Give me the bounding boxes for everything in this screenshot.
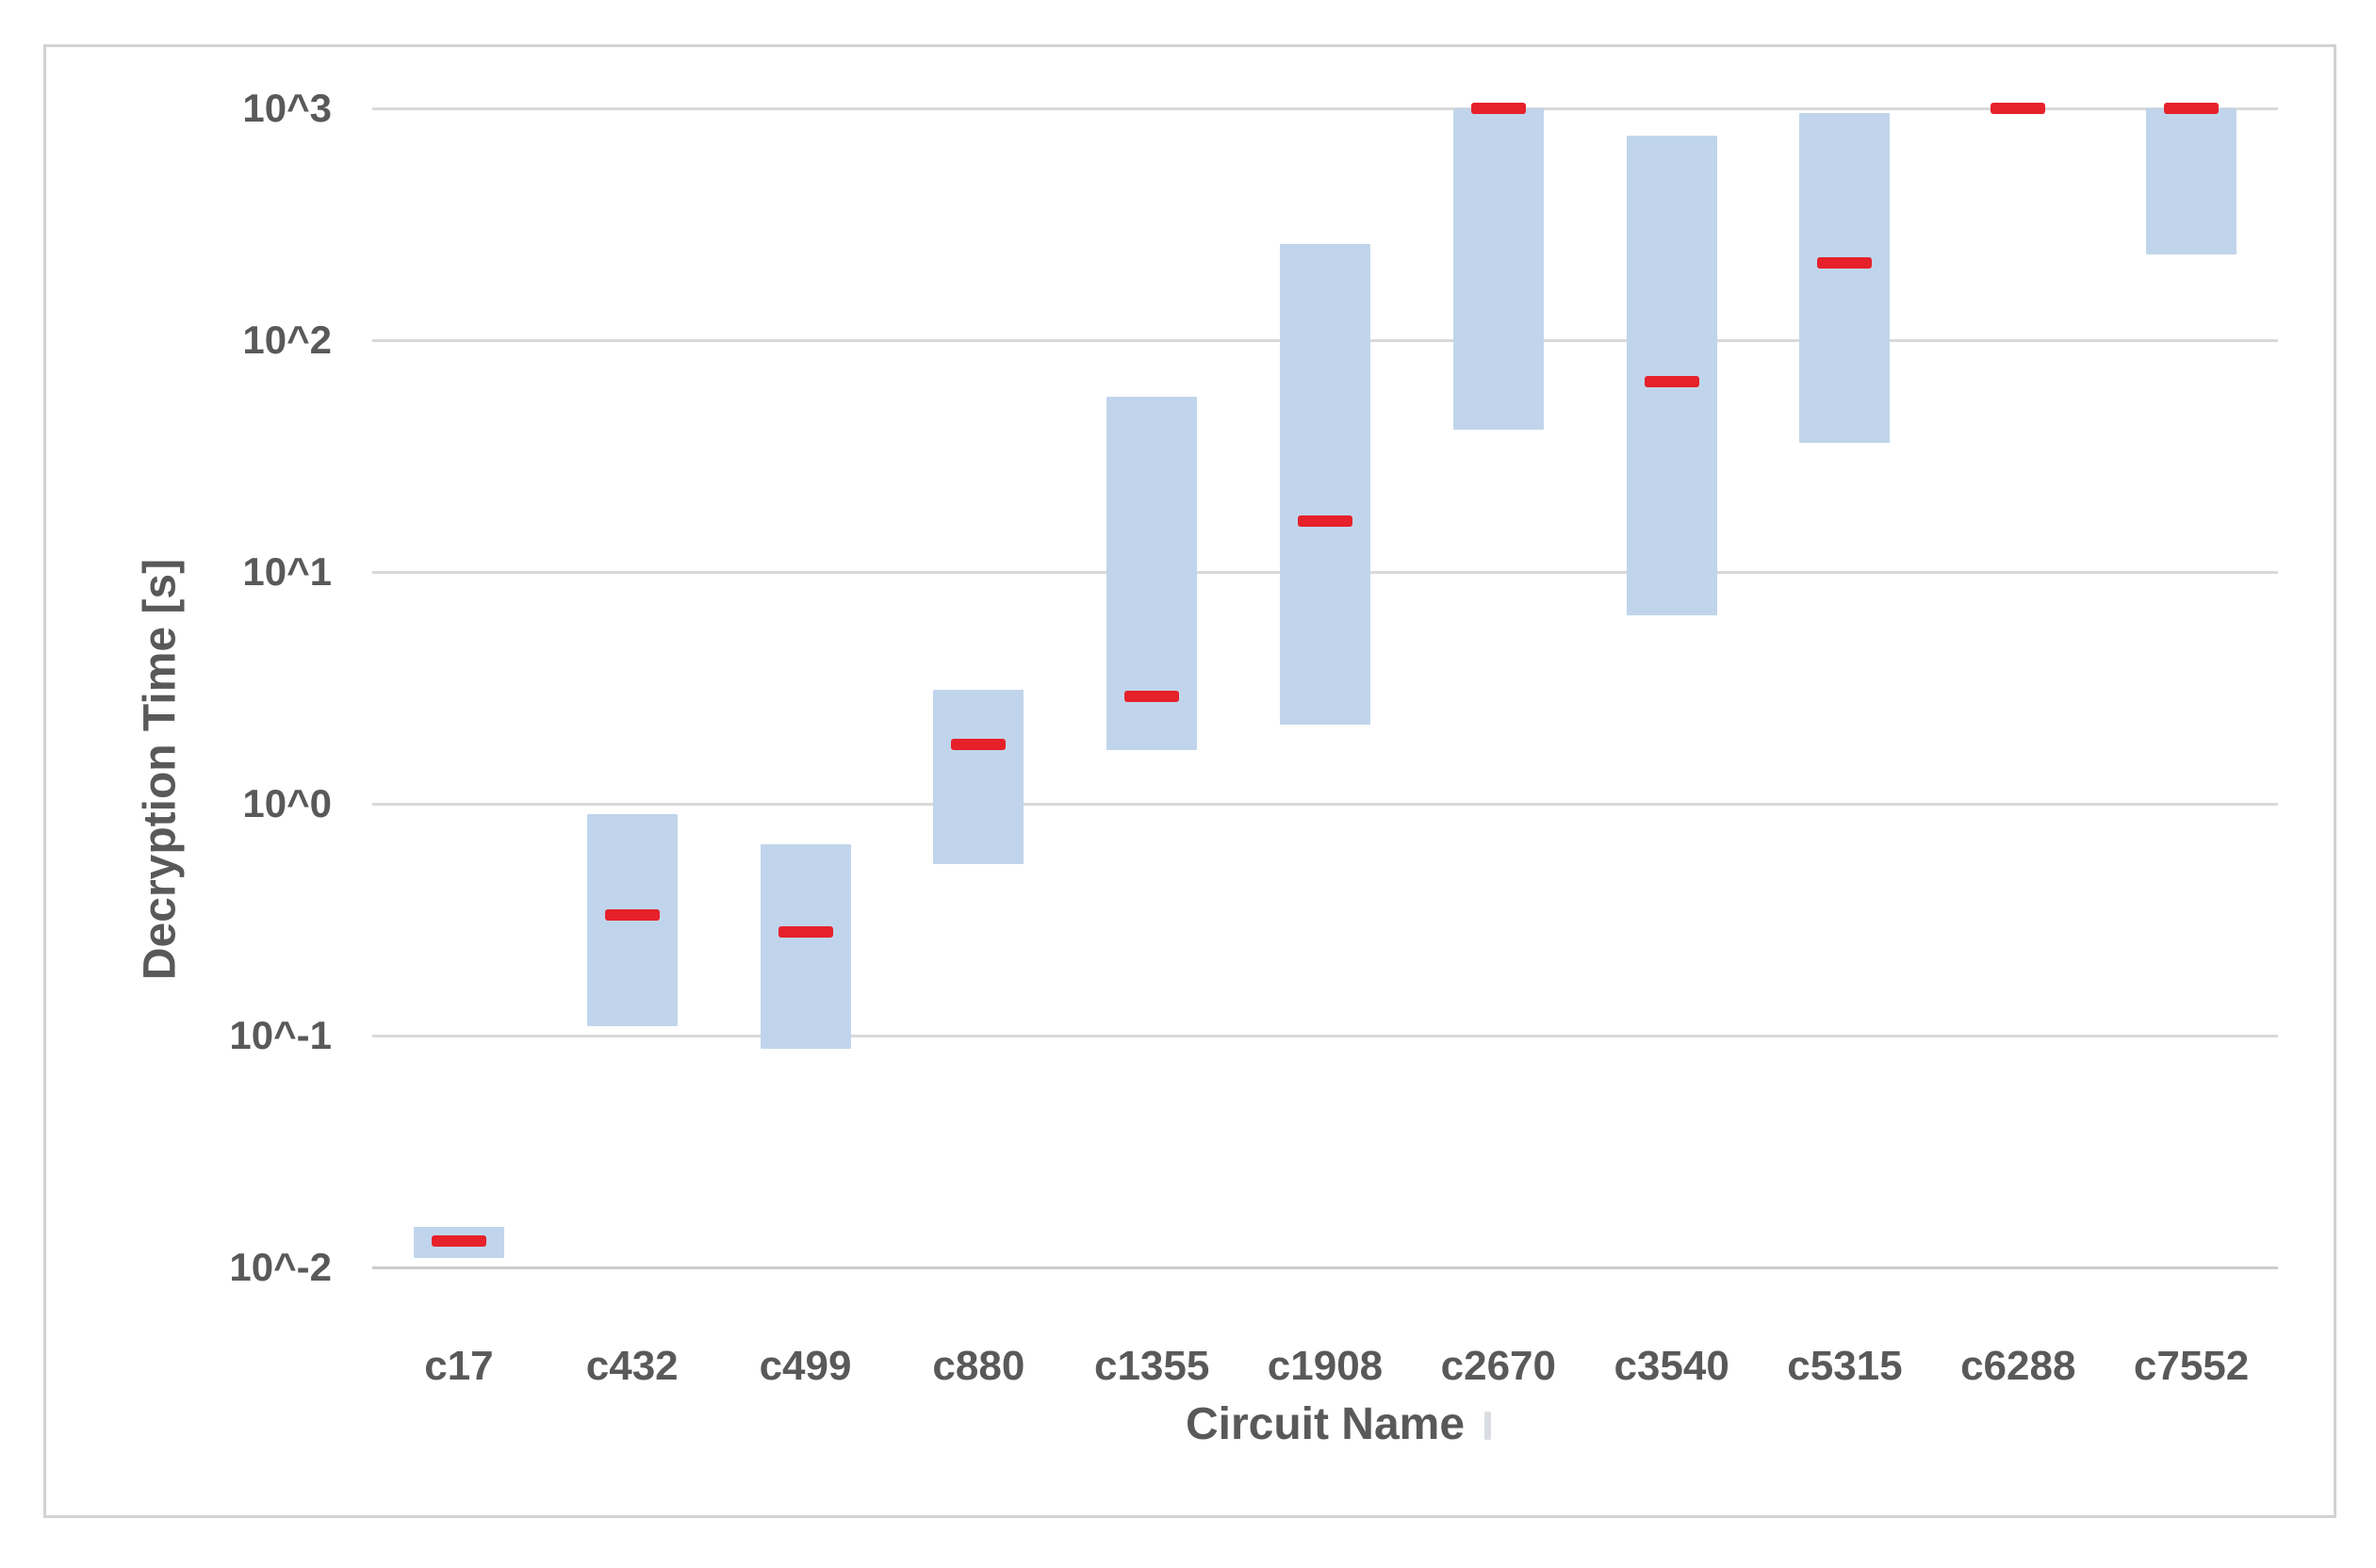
x-category-label: c2670 xyxy=(1440,1343,1556,1389)
gridline xyxy=(372,1034,2278,1037)
median-marker xyxy=(1644,376,1699,388)
x-axis-title: Circuit Name xyxy=(1185,1399,1466,1449)
y-tick-label: 10^-1 xyxy=(229,1013,332,1057)
y-axis-title: Decryption Time [s] xyxy=(135,558,186,981)
y-tick-label: 10^1 xyxy=(242,549,332,594)
x-category-label: c499 xyxy=(759,1343,852,1389)
median-marker xyxy=(1298,515,1352,528)
x-category-label: c880 xyxy=(932,1343,1025,1389)
y-tick-label: 10^0 xyxy=(242,781,332,825)
gridline xyxy=(372,106,2278,110)
y-tick-label: 10^-2 xyxy=(229,1245,332,1289)
x-category-label: c17 xyxy=(424,1343,494,1389)
range-bar xyxy=(1799,113,1891,444)
range-bar xyxy=(1452,108,1544,431)
median-marker xyxy=(1124,691,1180,703)
range-bar xyxy=(1626,136,1717,616)
median-marker xyxy=(2164,103,2220,114)
x-category-label: c6288 xyxy=(1960,1343,2076,1389)
range-bar xyxy=(933,690,1024,864)
median-marker xyxy=(604,909,660,922)
x-category-label: c5315 xyxy=(1787,1343,1903,1389)
x-category-label: c7552 xyxy=(2133,1343,2250,1389)
x-category-label: c3540 xyxy=(1614,1343,1729,1389)
x-category-label: c432 xyxy=(585,1343,679,1389)
x-category-label: c1908 xyxy=(1267,1343,1384,1389)
gridline xyxy=(372,802,2278,806)
y-tick-label: 10^2 xyxy=(242,318,332,362)
y-tick-label: 10^3 xyxy=(242,86,332,130)
stray-mark-artifact xyxy=(1484,1412,1491,1440)
gridline xyxy=(372,1266,2278,1269)
median-marker xyxy=(1991,103,2046,114)
median-marker xyxy=(431,1234,486,1247)
median-marker xyxy=(778,925,833,938)
median-marker xyxy=(951,739,1007,751)
chart-frame xyxy=(43,44,2336,1518)
range-bar xyxy=(2146,108,2237,254)
median-marker xyxy=(1817,257,1873,270)
x-category-label: c1355 xyxy=(1093,1343,1210,1389)
range-bar xyxy=(1280,243,1370,725)
median-marker xyxy=(1470,103,1526,114)
range-bar xyxy=(760,843,851,1049)
